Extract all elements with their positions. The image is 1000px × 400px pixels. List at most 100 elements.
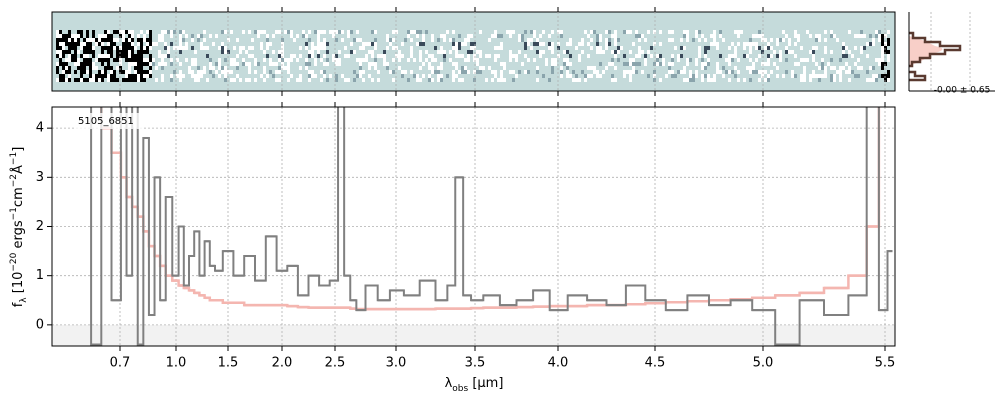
pixel [251,46,254,50]
pixel [116,50,119,54]
pixel [884,46,887,50]
pixel [140,74,143,78]
pixel [857,74,860,78]
pixel [569,42,572,46]
pixel [569,62,572,66]
pixel [419,58,422,62]
pixel [116,38,119,42]
pixel [467,50,470,54]
pixel [794,30,797,34]
pixel [191,46,194,50]
pixel [668,62,671,66]
pixel [101,50,104,54]
pixel [182,30,185,34]
pixel [221,42,224,46]
pixel [293,38,296,42]
pixel [197,70,200,74]
pixel [473,70,476,74]
pixel [368,62,371,66]
pixel [713,34,716,38]
pixel [782,38,785,42]
pixel [614,38,617,42]
pixel [596,70,599,74]
pixel [803,70,806,74]
pixel [497,34,500,38]
pixel [323,70,326,74]
pixel [794,62,797,66]
pixel [509,54,512,58]
pixel [125,42,128,46]
pixel [146,58,149,62]
pixel [335,54,338,58]
pixel [776,74,779,78]
pixel [812,54,815,58]
pixel [743,78,746,82]
pixel [212,74,215,78]
pixel [791,70,794,74]
pixel [581,70,584,74]
pixel [452,62,455,66]
pixel [206,46,209,50]
pixel [371,50,374,54]
pixel [98,70,101,74]
pixel [272,50,275,54]
pixel [416,78,419,82]
pixel [671,38,674,42]
pixel [617,46,620,50]
pixel [422,74,425,78]
pixel [452,70,455,74]
pixel [569,38,572,42]
pixel [95,78,98,82]
pixel [848,50,851,54]
pixel [785,34,788,38]
x-label-part: obs [452,384,468,394]
pixel [509,30,512,34]
pixel [137,70,140,74]
pixel [170,78,173,82]
pixel [464,66,467,70]
pixel [263,66,266,70]
pixel [269,58,272,62]
pixel [161,78,164,82]
pixel [182,38,185,42]
pixel [422,38,425,42]
pixel [671,30,674,34]
pixel [95,42,98,46]
pixel [410,50,413,54]
pixel [230,62,233,66]
pixel [362,78,365,82]
pixel [479,70,482,74]
pixel [887,70,890,74]
pixel [701,74,704,78]
pixel [851,70,854,74]
pixel [422,42,425,46]
pixel [245,78,248,82]
pixel [224,74,227,78]
pixel [536,38,539,42]
pixel [323,62,326,66]
pixel [683,34,686,38]
pixel [167,54,170,58]
pixel [110,46,113,50]
pixel [713,78,716,82]
pixel [389,38,392,42]
pixel [758,46,761,50]
pixel [515,74,518,78]
pixel [107,34,110,38]
pixel [278,30,281,34]
pixel [833,34,836,38]
pixel [851,54,854,58]
pixel [86,58,89,62]
pixel [86,78,89,82]
pixel [587,66,590,70]
pixel [308,38,311,42]
pixel [287,78,290,82]
pixel [77,50,80,54]
pixel [428,66,431,70]
pixel [350,50,353,54]
pixel [752,42,755,46]
pixel [113,78,116,82]
pixel [125,78,128,82]
pixel [245,62,248,66]
pixel [635,70,638,74]
